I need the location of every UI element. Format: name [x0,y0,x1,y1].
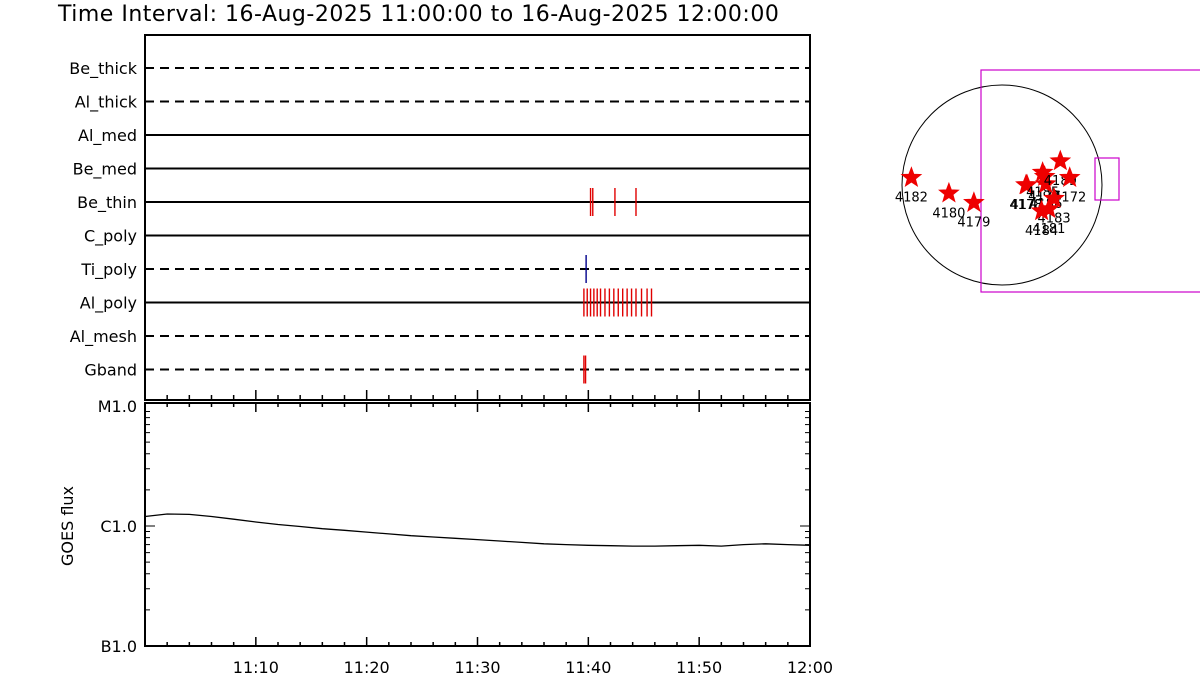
goes-flux-panel: 11:10 11:20 11:30 11:40 11:50 12:00 M1.0 C1.0 B1… [58,397,833,677]
fov-box-small [1094,157,1120,201]
goes-x-tick-label: 11:40 [565,658,611,677]
goes-x-tick-label: 11:10 [233,658,279,677]
active-region-label: 4172 [1053,191,1086,206]
active-region-star [900,166,923,187]
goes-flux-curve [144,513,811,547]
active-region-label: 4182 [895,191,928,206]
goes-x-tick-label: 11:20 [344,658,390,677]
goes-x-tick-label: 11:50 [676,658,722,677]
channel-label-Al_med: Al_med [78,126,137,146]
channel-label-Gband: Gband [84,361,137,380]
active-region-star [1049,149,1072,171]
active-region-star [1058,166,1081,187]
filter-timeline-panel: Be_thick Al_thick Al_med Be_med Be_thin C_pol… [69,34,811,401]
channel-label-Be_thick: Be_thick [69,59,137,79]
channel-label-Al_thick: Al_thick [75,93,138,113]
solar-disk-panel: 4182418041794178417741764185418641894172… [895,69,1200,293]
active-region-star [1030,199,1053,221]
goes-frame [144,402,811,647]
channel-label-C_poly: C_poly [84,227,137,247]
active-region-label: 4184 [1025,224,1058,239]
goes-y-axis-label: GOES flux [58,486,77,566]
active-region-label: 4179 [957,216,990,231]
active-region-star [1034,172,1057,194]
goes-y-tick-label: C1.0 [100,517,137,536]
active-region-label: 4180 [932,206,965,221]
goes-x-tick-label: 11:30 [454,658,500,677]
channel-label-Ti_poly: Ti_poly [80,260,137,280]
active-region-star [1016,173,1038,195]
active-region-star [938,181,960,203]
solar-limb [901,84,1103,286]
active-region-star [1031,161,1054,182]
goes-y-tick-label: B1.0 [101,637,137,656]
channel-label-Be_thin: Be_thin [77,193,137,213]
fov-box-large [980,69,1200,293]
goes-x-tick-label: 12:00 [787,658,833,677]
active-region-star [963,191,985,212]
channel-label-Al_mesh: Al_mesh [70,327,137,347]
goes-y-tick-label: M1.0 [98,397,137,416]
time-interval-title: Time Interval: 16-Aug-2025 11:00:00 to 1… [58,2,780,27]
active-region-star [1043,187,1065,208]
channel-label-Be_med: Be_med [73,160,137,180]
active-region-label: 4181 [1032,222,1065,237]
channel-label-Al_poly: Al_poly [80,294,137,314]
timeline-frame [144,34,811,401]
